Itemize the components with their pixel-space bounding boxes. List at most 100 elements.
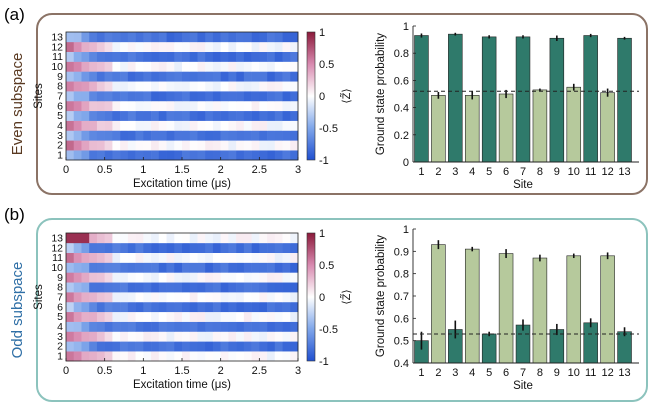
heatmap-cell [166,140,175,151]
heatmap-cell [182,233,191,244]
heatmap-cell [243,301,252,313]
bar-x-tick-label: 6 [503,166,509,178]
heatmap-cell [220,71,229,82]
heatmap-cell [267,41,276,52]
bar [600,92,615,163]
heatmap-cell [112,331,121,342]
heatmap-cell [135,150,144,161]
heatmap-cell [112,282,121,293]
heatmap-cell [282,321,291,332]
panel-b: (b) Odd subspace 12345678910111213Sites0… [4,205,648,402]
heatmap-cell [290,262,299,273]
heatmap-cell [251,71,260,82]
panel-a: (a) Even subspace 12345678910111213Sites… [4,5,648,195]
heatmap-cell [81,301,90,313]
heatmap-cell [205,81,214,92]
heatmap-x-tick-label: 2.5 [252,365,267,377]
heatmap-cell [158,81,167,92]
heatmap-cell [174,272,183,283]
heatmap-cell [158,252,167,263]
heatmap-cell [243,331,252,342]
heatmap-cell [151,282,160,293]
heatmap-cell [151,292,160,303]
heatmap-cell [197,130,206,141]
heatmap-cell [81,81,90,92]
heatmap-cell [197,242,206,253]
heatmap-cell [212,233,221,244]
bar-x-tick-label: 13 [618,367,630,379]
heatmap-cell [228,130,237,141]
heatmap-cell [135,100,144,112]
bar-x-tick-label: 2 [435,367,441,379]
heatmap-cell [228,242,237,253]
heatmap-cell [197,252,206,263]
heatmap-cell [274,282,283,293]
heatmap-cell [182,130,191,141]
colorbar-tick-label: -1 [319,155,329,167]
heatmap-cell [274,51,283,62]
heatmap-cell [81,51,90,62]
heatmap-cell [267,150,276,161]
heatmap-cell [274,331,283,342]
heatmap-cell [197,71,206,82]
heatmap-cell [259,110,268,121]
heatmap-y-tick-label: 9 [57,71,63,83]
heatmap-cell [197,341,206,352]
heatmap-cell [236,130,245,141]
heatmap-cell [174,150,183,161]
heatmap-cell [151,110,160,121]
heatmap-cell [166,351,175,362]
heatmap-cell [182,341,191,352]
bar-x-tick-label: 5 [486,166,492,178]
heatmap-cell [259,51,268,62]
heatmap-cell [251,321,260,332]
heatmap-cell [174,242,183,253]
heatmap-cell [174,110,183,121]
heatmap-cell [212,81,221,92]
heatmap-cell [89,91,98,102]
bar-x-tick-label: 11 [585,166,596,178]
heatmap-cell [73,110,82,121]
heatmap-cell [127,292,136,303]
heatmap-cell [66,331,75,342]
heatmap-cell [259,301,268,313]
heatmap-cell [127,140,136,151]
heatmap-cell [96,120,105,131]
heatmap-cell [66,150,75,161]
heatmap-cell [220,130,229,141]
heatmap-cell [96,331,105,342]
heatmap-cell [73,262,82,273]
heatmap-cell [120,292,129,303]
heatmap-cell [151,140,160,151]
heatmap-y-tick-label: 7 [57,292,63,304]
heatmap-cell [205,292,214,303]
heatmap-cell [66,301,75,313]
heatmap-cell [182,242,191,253]
heatmap-cell [228,51,237,62]
heatmap-cell [112,262,121,273]
heatmap-cell [120,233,129,244]
heatmap-cell [212,282,221,293]
heatmap-cell [158,110,167,121]
heatmap-cell [212,262,221,273]
heatmap-cell [89,242,98,253]
heatmap-cell [158,341,167,352]
heatmap-cell [243,311,252,322]
heatmap-cell [89,341,98,352]
bar [498,253,514,364]
heatmap-cell [73,321,82,332]
heatmap-cell [243,292,252,303]
heatmap-cell [251,272,260,283]
heatmap-cell [205,311,214,322]
heatmap-cell [243,81,252,92]
heatmap-cell [259,233,268,244]
heatmap-cell [151,331,160,342]
heatmap-cell [197,233,206,244]
heatmap-cell [282,71,291,82]
heatmap-cell [158,150,167,161]
heatmap-cell [267,301,276,313]
heatmap-cell [243,71,252,82]
heatmap-cell [112,292,121,303]
heatmap-cell [236,120,245,131]
heatmap-x-tick-label: 1 [140,164,146,176]
